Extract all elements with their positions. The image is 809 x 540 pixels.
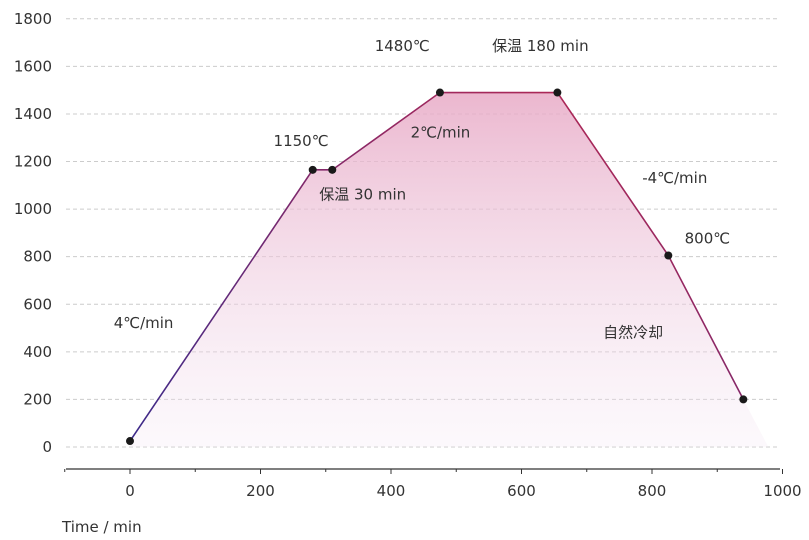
y-tick-label-1000: 1000 (14, 200, 52, 218)
annotation-0: 4℃/min (114, 314, 174, 332)
y-tick-label-800: 800 (23, 248, 52, 266)
data-point-0 (126, 437, 134, 446)
area-path (130, 92, 769, 448)
x-axis-tick-labels: 0 200 400 600 800 1000 (125, 482, 801, 500)
x-tick-label-0: 0 (125, 482, 135, 500)
y-tick-label-1200: 1200 (14, 153, 52, 171)
y-tick-label-0: 0 (42, 438, 52, 456)
y-tick-label-600: 600 (23, 295, 52, 313)
y-axis-tick-labels: 0 200 400 600 800 1000 1200 1400 1600 1800 (14, 10, 52, 456)
data-point-6 (739, 395, 748, 404)
annotation-6: -4℃/min (642, 169, 707, 187)
data-point-3 (435, 88, 444, 97)
annotation-2: 保温 30 min (319, 186, 406, 204)
y-tick-label-400: 400 (23, 343, 52, 361)
data-points (126, 88, 748, 446)
annotation-7: 800℃ (685, 230, 730, 248)
x-axis-title: Time / min (61, 518, 142, 536)
y-tick-label-200: 200 (23, 390, 52, 408)
x-tick-label-400: 400 (377, 482, 406, 500)
annotations: 4℃/min 1150℃ 保温 30 min 2℃/min 1480℃ 保温 180 mi… (114, 37, 730, 342)
x-tick-label-1000: 1000 (763, 482, 801, 500)
annotation-8: 自然冷却 (603, 324, 663, 342)
annotation-4: 1480℃ (375, 37, 430, 55)
x-axis (64, 468, 783, 474)
annotation-3: 2℃/min (411, 124, 471, 142)
annotation-1: 1150℃ (274, 132, 329, 150)
x-tick-label-800: 800 (638, 482, 667, 500)
y-tick-label-1400: 1400 (14, 105, 52, 123)
y-tick-label-1800: 1800 (14, 10, 52, 28)
x-tick-label-600: 600 (507, 482, 536, 500)
data-point-1 (308, 165, 317, 174)
data-point-5 (664, 251, 673, 260)
x-tick-label-200: 200 (246, 482, 275, 500)
y-tick-label-1600: 1600 (14, 57, 52, 75)
data-point-4 (553, 88, 562, 97)
annotation-5: 保温 180 min (492, 37, 588, 55)
area-fill (130, 92, 769, 448)
data-point-2 (328, 165, 337, 174)
